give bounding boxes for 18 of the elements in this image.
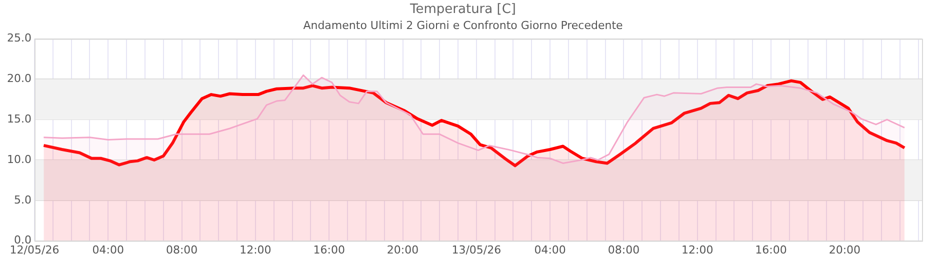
y-tick-label: 15.0: [6, 112, 32, 126]
x-tick-label: 13/05/26: [452, 243, 502, 256]
x-tick-label: 12:00: [240, 243, 272, 256]
x-tick-label: 20:00: [828, 243, 861, 256]
y-tick-label: 20.0: [6, 72, 32, 86]
x-tick-label: 04:00: [92, 243, 124, 256]
x-tick-label: 08:00: [608, 243, 640, 256]
x-tick-label: 12:00: [682, 243, 714, 256]
chart-title: Temperatura [C]: [409, 2, 516, 18]
y-tick-label: 25.0: [6, 32, 32, 45]
x-tick-label: 16:00: [313, 243, 345, 256]
x-tick-label: 16:00: [755, 243, 787, 256]
x-tick-label: 20:00: [386, 243, 419, 256]
chart-subtitle: Andamento Ultimi 2 Giorni e Confronto Giorno Precedente: [303, 19, 624, 32]
x-tick-label: 08:00: [166, 243, 198, 256]
y-tick-label: 10.0: [6, 152, 32, 166]
y-tick-label: 5.0: [14, 193, 32, 206]
x-tick-label: 04:00: [534, 243, 566, 256]
